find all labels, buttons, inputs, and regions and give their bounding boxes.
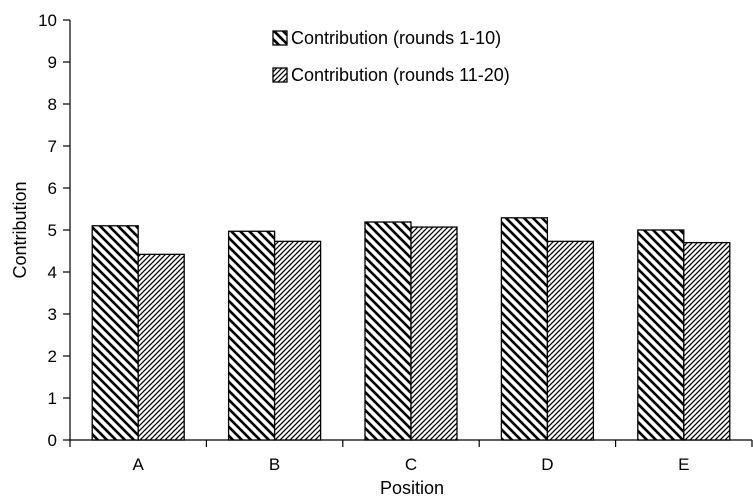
y-tick-label: 4 (48, 263, 57, 282)
bar-d-series-1 (500, 217, 549, 441)
y-tick-label: 1 (48, 389, 57, 408)
y-tick-label: 0 (48, 431, 57, 450)
x-tick-label: C (405, 455, 417, 474)
y-tick-label: 9 (48, 53, 57, 72)
y-tick-label: 10 (38, 11, 57, 30)
bar-c-series-1 (364, 221, 412, 441)
bar-b-series-2 (273, 240, 322, 441)
bar-d-series-2 (546, 240, 595, 441)
bar-e-series-2 (683, 241, 731, 441)
bar-a-series-1 (91, 225, 139, 441)
y-tick-label: 5 (48, 221, 57, 240)
x-tick-label: A (133, 455, 145, 474)
y-axis: 0 1 2 3 4 5 6 7 8 9 10 (38, 11, 71, 450)
bar-b-series-1 (227, 230, 276, 441)
legend-swatch-series-1 (272, 30, 288, 46)
y-tick-label: 2 (48, 347, 57, 366)
x-tick-label: B (269, 455, 280, 474)
y-tick-label: 8 (48, 95, 57, 114)
x-tick-label: D (541, 455, 553, 474)
bars-group (91, 217, 731, 441)
legend-swatch-series-2 (272, 67, 288, 83)
legend: Contribution (rounds 1-10) Contribution (… (272, 28, 510, 85)
bar-c-series-2 (410, 226, 458, 441)
bar-a-series-2 (137, 253, 185, 441)
x-axis-label: Position (380, 478, 444, 498)
y-tick-label: 3 (48, 305, 57, 324)
x-axis: A B C D E (69, 439, 753, 474)
y-axis-label: Contribution (10, 181, 30, 278)
y-tick-group: 0 1 2 3 4 5 6 7 8 9 10 (38, 11, 70, 450)
legend-label-series-2: Contribution (rounds 11-20) (291, 65, 510, 85)
legend-label-series-1: Contribution (rounds 1-10) (291, 28, 501, 48)
bar-e-series-1 (637, 229, 685, 441)
y-tick-label: 6 (48, 179, 57, 198)
y-tick-label: 7 (48, 137, 57, 156)
x-tick-label: E (678, 455, 689, 474)
x-tick-group: A B C D E (69, 440, 753, 474)
